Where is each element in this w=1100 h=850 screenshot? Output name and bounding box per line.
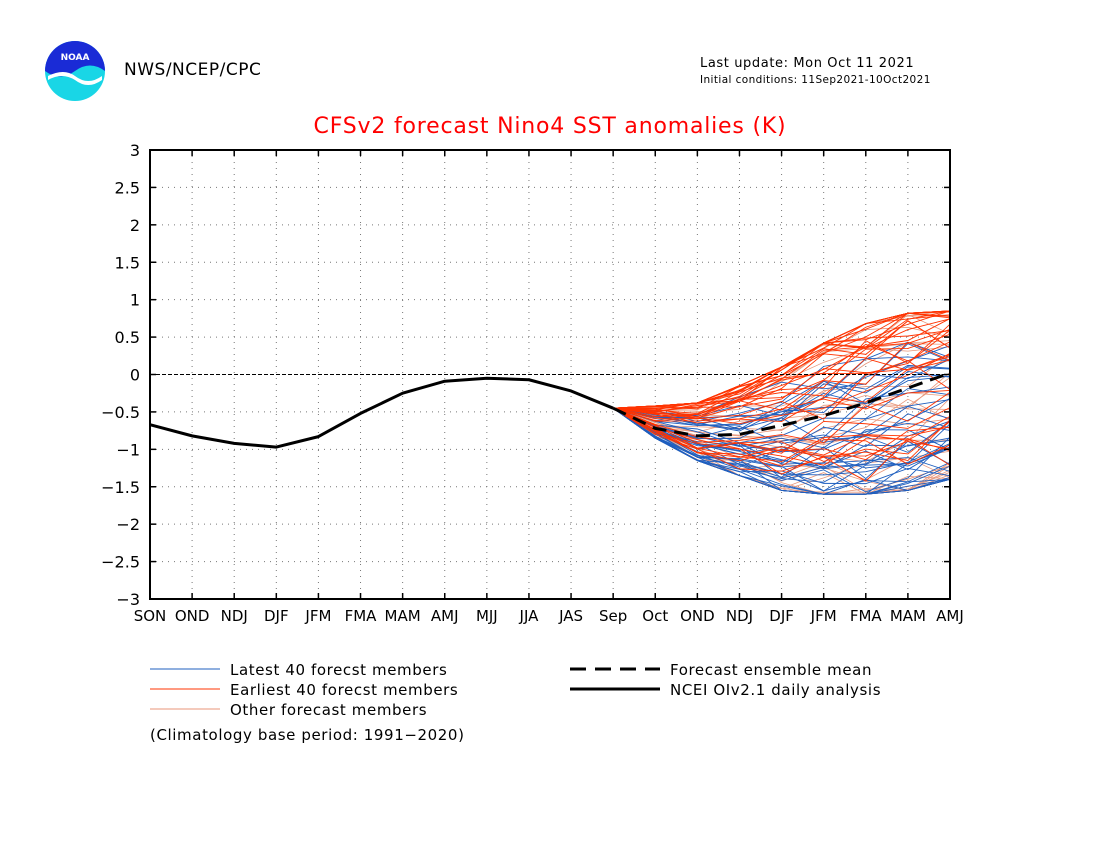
x-tick-label: Sep [599,607,627,625]
legend-label-earliest: Earliest 40 forecst members [230,681,459,699]
x-tick-label: MJJ [476,607,498,625]
y-tick-labels: 3 2.5 2 1.5 1 0.5 0 −0.5 −1 −1.5 −2 −2.5 −3 [101,141,140,609]
member-line-latest [613,366,951,425]
member-line-earliest [613,329,951,419]
noaa-logo: NOAA [45,41,105,101]
member-line-earliest [612,407,951,466]
axis-ticks [149,149,951,600]
chart-title: CFSv2 forecast Nino4 SST anomalies (K) [313,114,787,139]
member-line-earliest [613,320,951,409]
x-tick-label: JFM [304,607,331,625]
x-tick-label: OND [175,607,210,625]
x-tick-label: MAM [890,607,926,625]
legend-label-latest: Latest 40 forecst members [230,661,448,679]
y-tick-label: −1 [116,440,140,459]
member-line-earliest [613,312,951,413]
x-tick-label: MAM [385,607,421,625]
member-line-latest [612,407,951,493]
member-line-earliest [613,333,951,418]
legend-lines [150,667,660,710]
y-tick-label: −1.5 [101,478,140,497]
legend-label-analysis: NCEI OIv2.1 daily analysis [670,681,882,699]
member-line-earliest [613,354,951,424]
member-line-latest [613,374,951,426]
member-line-earliest [612,407,951,462]
x-tick-label: SON [134,607,167,625]
x-tick-label: FMA [850,607,883,625]
member-line-earliest [613,310,951,409]
y-tick-label: 0 [130,366,140,385]
initial-conditions-label: Initial conditions: 11Sep2021-10Oct2021 [700,74,931,86]
member-line-earliest [613,390,951,422]
x-tick-label: Oct [642,607,668,625]
x-tick-label: JAS [558,607,583,625]
y-tick-label: 2 [130,216,140,235]
x-tick-label: NDJ [726,607,753,625]
last-update-label: Last update: Mon Oct 11 2021 [700,56,915,71]
x-tick-label: AMJ [936,607,964,625]
climatology-note: (Climatology base period: 1991−2020) [150,726,465,744]
x-tick-label: JJA [519,607,540,625]
member-line-earliest [613,341,951,418]
y-tick-label: −0.5 [101,403,140,422]
y-tick-label: −2.5 [101,553,140,572]
member-line-earliest [612,407,951,463]
member-line-earliest [612,407,951,475]
y-tick-label: 0.5 [115,328,140,347]
x-tick-label: NDJ [221,607,248,625]
member-line-latest [612,386,951,444]
analysis-line [149,376,614,449]
y-tick-label: 3 [130,141,140,160]
member-line-earliest [613,310,951,411]
x-tick-label: FMA [345,607,378,625]
x-tick-label: DJF [264,607,289,625]
legend-label-mean: Forecast ensemble mean [670,661,873,679]
y-tick-label: 2.5 [115,178,140,197]
ensemble-mean-line [612,371,951,438]
x-tick-label: DJF [769,607,794,625]
member-line-earliest [613,360,951,420]
y-tick-label: 1 [130,291,140,310]
member-line-latest [612,407,951,480]
member-line-other [613,407,951,449]
main-series [149,371,951,449]
y-tick-label: −3 [116,590,140,609]
member-line-latest [612,407,951,472]
member-line-earliest [612,407,951,454]
x-tick-label: AMJ [431,607,459,625]
member-line-earliest [613,323,951,415]
noaa-logo-text: NOAA [61,53,90,63]
x-tick-label: JFM [810,607,837,625]
legend-label-other: Other forecast members [230,701,428,719]
member-line-other [613,392,951,433]
x-tick-label: OND [680,607,715,625]
y-tick-label: −2 [116,515,140,534]
forecast-members [612,310,951,495]
organization-label: NWS/NCEP/CPC [124,60,262,80]
x-tick-labels: SON OND NDJ DJF JFM FMA MAM AMJ MJJ JJA JAS Sep Oct O… [134,607,964,625]
member-line-latest [612,407,951,495]
member-line-earliest [612,407,951,462]
y-tick-label: 1.5 [115,253,140,272]
